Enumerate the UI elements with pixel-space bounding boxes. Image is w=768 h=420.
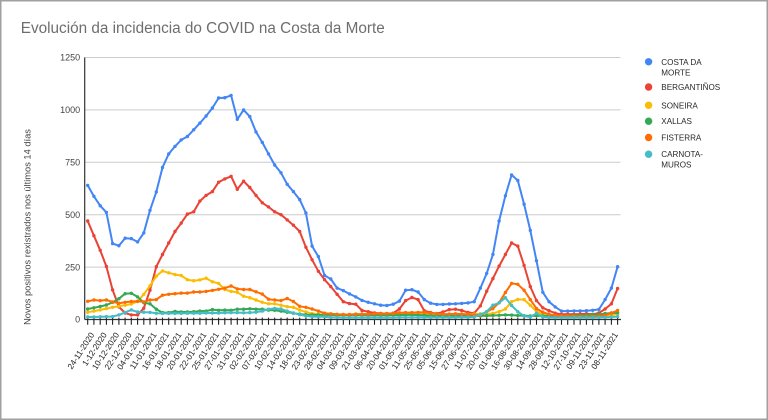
- svg-text:XALLAS: XALLAS: [661, 117, 692, 126]
- svg-text:COSTA DA: COSTA DA: [661, 58, 702, 67]
- svg-text:MORTE: MORTE: [661, 68, 691, 77]
- svg-text:1000: 1000: [60, 105, 80, 115]
- svg-text:1250: 1250: [60, 53, 80, 63]
- svg-text:500: 500: [65, 210, 80, 220]
- svg-text:BERGANTIÑOS: BERGANTIÑOS: [661, 83, 721, 92]
- svg-text:SONEIRA: SONEIRA: [661, 101, 698, 110]
- svg-text:0: 0: [75, 315, 80, 325]
- svg-text:250: 250: [65, 262, 80, 272]
- svg-text:MUROS: MUROS: [661, 161, 692, 170]
- svg-text:Evolución da incidencia do COV: Evolución da incidencia do COVID na Cost…: [21, 20, 385, 37]
- svg-text:CARNOTA-: CARNOTA-: [661, 150, 703, 159]
- svg-text:750: 750: [65, 158, 80, 168]
- svg-text:Novos positivos rexistrados no: Novos positivos rexistrados nos últimos …: [23, 129, 33, 325]
- svg-text:FISTERRA: FISTERRA: [661, 134, 702, 143]
